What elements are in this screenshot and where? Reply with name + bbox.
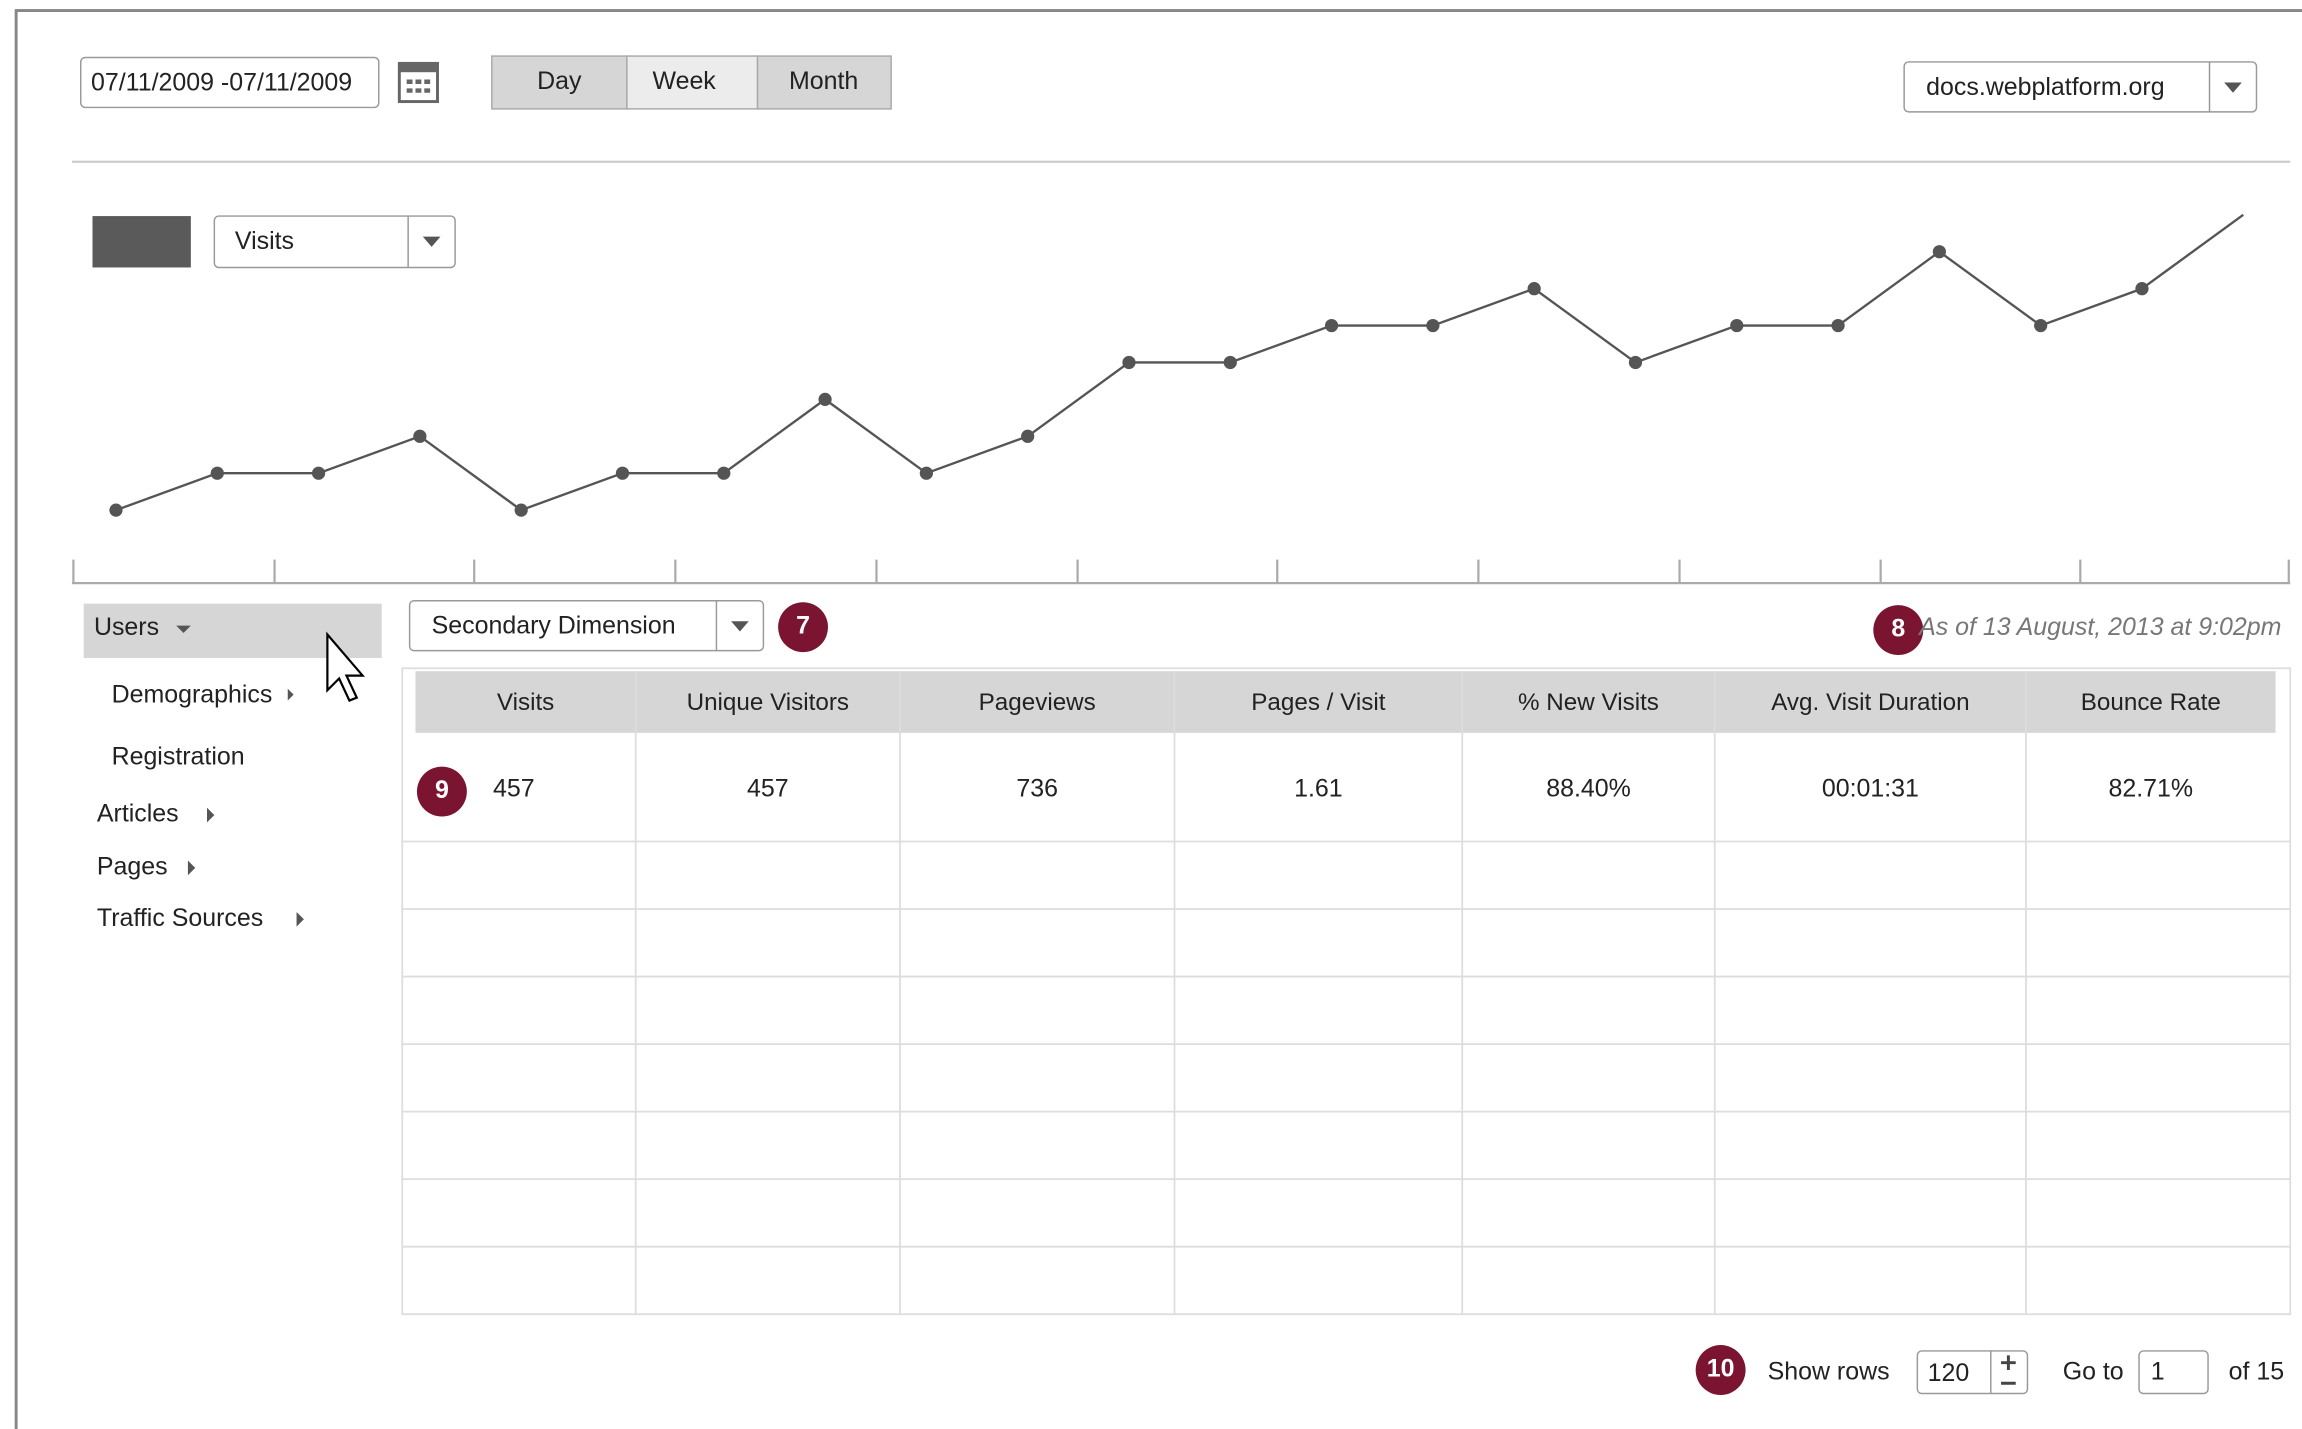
data-point	[109, 503, 123, 517]
arrow	[296, 911, 304, 927]
data-point	[514, 503, 528, 517]
data-point	[1628, 355, 1643, 370]
dropdown-arrow	[2224, 82, 2242, 93]
cell: 457	[747, 775, 789, 803]
data-point	[311, 466, 326, 480]
x-axis-ticks	[72, 559, 2290, 584]
site-select[interactable]	[1903, 61, 2258, 113]
nav-item[interactable]: Demographics	[112, 681, 273, 709]
cell: 736	[1016, 775, 1058, 803]
arrow	[287, 688, 294, 701]
goto-label: Go to	[2063, 1358, 2124, 1386]
dropdown-arrow	[731, 621, 749, 632]
table: Visits Unique Visitors Pageviews Pages / Vi…	[401, 667, 2292, 1316]
table-frame	[401, 667, 2292, 1316]
column-header: Pageviews	[979, 689, 1096, 716]
users: Users	[94, 613, 159, 641]
metric-select[interactable]	[213, 215, 456, 269]
cursor	[326, 631, 366, 702]
rows-value: 120	[1928, 1359, 1970, 1387]
column-header: % New Visits	[1518, 689, 1659, 716]
data-point	[1730, 318, 1744, 333]
callout-number: 8	[1891, 615, 1905, 643]
timestamp: As of 13 August, 2013 at 9:02pm	[1917, 613, 2281, 641]
cell: 00:01:31	[1822, 775, 1919, 803]
week-button[interactable]	[626, 55, 759, 110]
chart	[71, 213, 2291, 585]
cell: 88.40%	[1546, 775, 1631, 803]
metric: Visits	[235, 227, 294, 255]
date-range: 07/11/2009 -07/11/2009	[91, 69, 352, 97]
column-header: Unique Visitors	[687, 689, 849, 716]
period: Day	[537, 67, 582, 95]
data-point	[413, 429, 427, 443]
callout	[416, 766, 467, 817]
month-button[interactable]	[756, 55, 892, 110]
series-line	[115, 213, 2244, 512]
secondary-dimension: Secondary Dimension	[432, 612, 676, 640]
period: Week	[652, 67, 716, 95]
data-point	[1932, 245, 1946, 259]
cell: 457	[493, 775, 535, 803]
column-header: Visits	[497, 689, 554, 716]
dropdown-arrow	[422, 236, 441, 247]
callout-number: 9	[435, 776, 449, 804]
secondary-select[interactable]	[408, 599, 765, 652]
stepper[interactable]	[2001, 1355, 2016, 1385]
series-swatch	[92, 216, 191, 268]
data-point	[717, 466, 731, 480]
page-input[interactable]	[2138, 1350, 2209, 1395]
page-count: of 15	[2229, 1358, 2284, 1386]
data-point	[818, 392, 832, 406]
data-point	[1324, 318, 1339, 333]
data-point	[1223, 355, 1237, 370]
header-row	[415, 671, 2276, 733]
callout	[778, 602, 829, 653]
data-point	[210, 466, 224, 480]
site: docs.webplatform.org	[1926, 73, 2164, 101]
show-rows-label: Show rows	[1768, 1358, 1890, 1386]
arrow	[207, 807, 215, 823]
data-point	[919, 466, 933, 480]
cell: 82.71%	[2108, 775, 2193, 803]
data-point	[1831, 318, 1845, 333]
data-point	[2135, 282, 2149, 296]
callout	[1695, 1345, 1746, 1395]
data-point	[615, 466, 630, 480]
data-point	[1527, 282, 1541, 296]
column-header: Bounce Rate	[2081, 689, 2221, 716]
dropdown-arrow	[176, 625, 191, 634]
nav-section[interactable]: Articles	[97, 800, 179, 828]
date-input[interactable]	[80, 56, 380, 109]
nav-item[interactable]: Registration	[112, 742, 245, 770]
calendar-icon[interactable]	[397, 61, 439, 104]
nav-section[interactable]: Pages	[97, 853, 168, 881]
column-header: Pages / Visit	[1251, 689, 1385, 716]
day-button[interactable]	[491, 55, 628, 110]
rows-input[interactable]	[1916, 1350, 2029, 1395]
callout-number: 7	[796, 612, 810, 640]
callout	[1873, 605, 1924, 656]
period: Month	[789, 67, 858, 95]
page-value: 1	[2151, 1358, 2165, 1386]
column-header: Avg. Visit Duration	[1771, 689, 1969, 716]
cell: 1.61	[1294, 775, 1343, 803]
data-point	[1426, 318, 1440, 333]
data-point	[1122, 355, 1136, 370]
data-point	[2034, 318, 2048, 333]
callout-number: 10	[1707, 1355, 1735, 1383]
nav-section[interactable]: Traffic Sources	[97, 904, 263, 932]
arrow	[187, 860, 196, 876]
data-point	[1021, 429, 1035, 443]
